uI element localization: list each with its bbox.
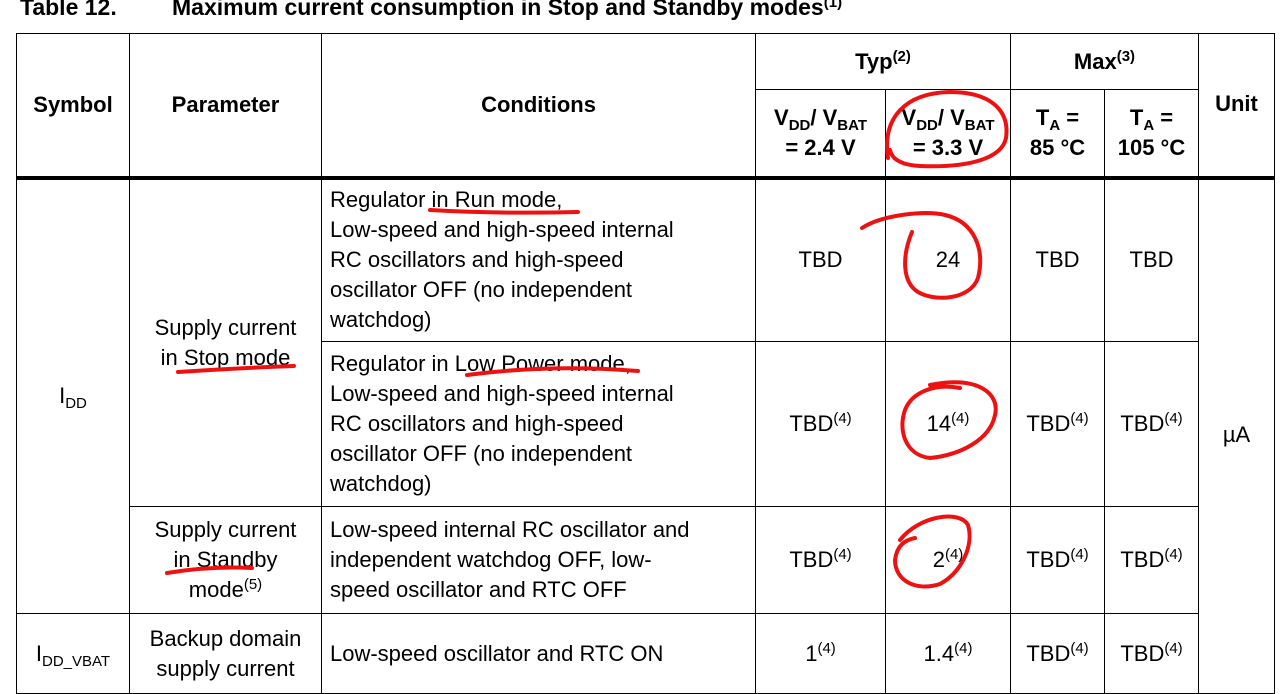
header-row-1: Symbol Parameter Conditions Typ(2) Max(3… [16, 33, 1275, 180]
table-row: Regulator in Low Power mode, Low-speed an… [17, 341, 1275, 507]
header-max: Max(3) [1010, 33, 1199, 90]
run-typ-3-3: 24 [885, 177, 1011, 342]
symbol-idd: IDD [16, 177, 130, 614]
table-number: Table 12. [20, 0, 117, 20]
sb-max-85: TBD(4) [1010, 506, 1105, 614]
cond-run-mode: Regulator in Run mode, Low-speed and high… [321, 177, 756, 342]
header-vdd-3-3: VDD/ VBAT = 3.3 V [885, 89, 1011, 180]
param-backup-domain: Backup domain supply current [129, 613, 322, 694]
header-vdd-2-4: VDD/ VBAT = 2.4 V [755, 89, 886, 180]
unit-value: µA [1198, 177, 1275, 694]
table-caption: Table 12. Maximum current consumption in … [20, 0, 842, 21]
param-standby-mode: Supply current in Standby mode(5) [129, 506, 322, 614]
lp-max-85: TBD(4) [1010, 341, 1105, 507]
bk-typ-3-3: 1.4(4) [885, 613, 1011, 694]
lp-typ-2-4: TBD(4) [755, 341, 886, 507]
cond-low-power-mode: Regulator in Low Power mode, Low-speed an… [321, 341, 756, 507]
header-typ: Typ(2) [755, 33, 1011, 90]
symbol-idd-vbat: IDD_VBAT [16, 613, 130, 694]
header-conditions: Conditions [321, 33, 756, 180]
table-row: IDD Supply current in Stop mode Regulator… [16, 177, 1275, 694]
table-row: Supply current in Standby mode(5) Low-spee… [17, 506, 1275, 614]
sb-typ-3-3: 2(4) [885, 506, 1011, 614]
bk-typ-2-4: 1(4) [755, 613, 886, 694]
title-footnote: (1) [823, 0, 843, 11]
param-stop-mode: Supply current in Stop mode [129, 177, 322, 507]
run-max-85: TBD [1010, 177, 1105, 342]
header-ta-105: TA = 105 °C [1104, 89, 1199, 180]
header-parameter: Parameter [129, 33, 322, 180]
run-max-105: TBD [1104, 177, 1199, 342]
bk-max-105: TBD(4) [1104, 613, 1199, 694]
cond-backup: Low-speed oscillator and RTC ON [321, 613, 756, 694]
cond-standby: Low-speed internal RC oscillator and inde… [321, 506, 756, 614]
bk-max-85: TBD(4) [1010, 613, 1105, 694]
header-symbol: Symbol [16, 33, 130, 180]
lp-typ-3-3: 14(4) [885, 341, 1011, 507]
run-typ-2-4: TBD [755, 177, 886, 342]
sb-typ-2-4: TBD(4) [755, 506, 886, 614]
sb-max-105: TBD(4) [1104, 506, 1199, 614]
lp-max-105: TBD(4) [1104, 341, 1199, 507]
table-title: Maximum current consumption in Stop and … [172, 0, 824, 20]
table-row: IDD_VBAT Backup domain supply current Low… [16, 613, 1275, 694]
header-ta-85: TA = 85 °C [1010, 89, 1105, 180]
current-consumption-table: Symbol Parameter Conditions Typ(2) Max(3… [16, 33, 1275, 694]
header-unit: Unit [1198, 33, 1275, 180]
